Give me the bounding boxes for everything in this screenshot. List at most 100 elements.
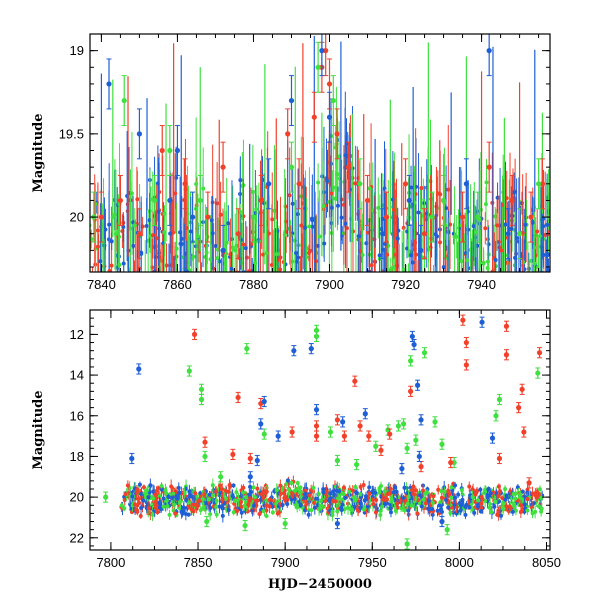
bottom-band-point xyxy=(533,492,538,497)
bottom-band-point xyxy=(384,501,389,506)
top-band-point xyxy=(151,233,156,238)
bottom-band-point xyxy=(122,506,127,511)
bottom-band-point xyxy=(448,510,453,515)
top-band-point xyxy=(190,296,194,300)
bottom-band-point xyxy=(306,512,311,517)
top-y-axis-label: Magnitude xyxy=(31,113,46,192)
bottom-band-point xyxy=(250,508,255,513)
top-band-point xyxy=(14,284,18,288)
top-band-point xyxy=(261,252,266,257)
bottom-band-point xyxy=(161,504,166,509)
bottom-band-point xyxy=(220,487,225,492)
top-band-point xyxy=(6,210,10,214)
top-band-point xyxy=(210,231,215,236)
bottom-band-point xyxy=(352,504,357,509)
top-band-point xyxy=(45,273,49,277)
top-series-blue-point xyxy=(190,214,196,220)
top-band-point xyxy=(69,252,73,256)
top-band-point xyxy=(13,255,17,259)
bottom-band-point xyxy=(343,495,348,500)
top-band-point xyxy=(554,242,558,246)
top-band-point xyxy=(67,287,71,291)
bottom-plot-area xyxy=(103,314,545,550)
top-band-point xyxy=(224,240,229,245)
top-series-green-point xyxy=(475,214,481,220)
top-band-point xyxy=(529,258,534,263)
top-band-point xyxy=(191,254,196,259)
top-band-point xyxy=(1,191,5,195)
top-series-red-point xyxy=(383,214,390,220)
top-band-point xyxy=(576,274,580,278)
top-band-point xyxy=(541,224,546,229)
top-band-point xyxy=(126,293,130,297)
top-band-point xyxy=(447,272,451,276)
top-band-point xyxy=(164,263,169,268)
bottom-band-point xyxy=(539,506,544,511)
bottom-band-point xyxy=(261,509,266,514)
top-band-point xyxy=(383,241,388,246)
top-band-point xyxy=(48,228,52,232)
top-band-point xyxy=(317,234,322,239)
top-band-point xyxy=(275,229,280,234)
top-band-point xyxy=(339,215,344,220)
top-panel: 7840 7860 7880 7900 7920 7940 19 19.5 20 Magnitu… xyxy=(1,33,600,306)
bottom-band-point xyxy=(274,501,279,506)
top-band-point xyxy=(3,238,7,242)
bottom-band-point xyxy=(210,493,215,498)
top-band-point xyxy=(586,278,590,282)
top-band-point xyxy=(144,223,149,228)
top-band-point xyxy=(552,293,556,297)
top-band-point xyxy=(282,232,287,237)
bottom-band-point xyxy=(456,492,461,497)
bottom-band-point xyxy=(157,494,162,499)
top-band-point xyxy=(561,240,565,244)
bottom-band-point xyxy=(151,489,156,494)
top-band-point xyxy=(278,267,283,272)
top-band-point xyxy=(23,234,27,238)
top-band-point xyxy=(18,274,22,278)
top-band-point xyxy=(523,222,528,227)
bottom-band-point xyxy=(537,487,542,492)
top-band-point xyxy=(505,272,509,276)
top-band-point xyxy=(294,250,299,255)
bottom-band-point xyxy=(285,498,290,503)
bottom-band-point xyxy=(513,496,518,501)
bottom-band-point xyxy=(530,505,535,510)
top-series-red-point xyxy=(509,197,515,204)
top-band-point xyxy=(136,266,141,271)
top-series-red-point xyxy=(136,231,143,237)
top-band-point xyxy=(241,242,246,247)
bottom-band-point xyxy=(415,511,420,516)
bottom-band-point xyxy=(402,508,407,513)
top-band-point xyxy=(274,276,278,280)
top-band-point xyxy=(272,274,276,278)
bottom-band-point xyxy=(402,485,407,490)
bottom-band-point xyxy=(298,494,303,499)
bottom-band-point xyxy=(230,494,235,499)
top-band-point xyxy=(69,184,73,188)
top-band-point xyxy=(497,245,502,250)
top-band-point xyxy=(23,255,27,259)
top-band-point xyxy=(551,228,555,232)
bottom-band-point xyxy=(181,505,186,510)
top-band-point xyxy=(65,246,69,250)
bottom-band-point xyxy=(206,497,211,502)
top-series-blue-point xyxy=(326,114,333,120)
bottom-band-point xyxy=(435,508,440,513)
bottom-band-point xyxy=(446,505,451,510)
bottom-band-point xyxy=(295,480,300,485)
top-band-point xyxy=(272,208,277,213)
top-band-point xyxy=(54,239,58,243)
top-band-point xyxy=(596,254,600,258)
bottom-band-point xyxy=(156,486,161,491)
top-band-point xyxy=(117,262,122,267)
top-band-point xyxy=(190,302,194,306)
top-y-tick-label: 19 xyxy=(70,43,84,58)
bottom-band-point xyxy=(340,498,345,503)
top-band-point xyxy=(50,287,54,291)
top-band-point xyxy=(321,204,326,209)
bottom-band-point xyxy=(417,493,422,498)
top-band-point xyxy=(229,266,234,271)
top-band-point xyxy=(274,252,279,257)
top-band-point xyxy=(58,205,62,209)
